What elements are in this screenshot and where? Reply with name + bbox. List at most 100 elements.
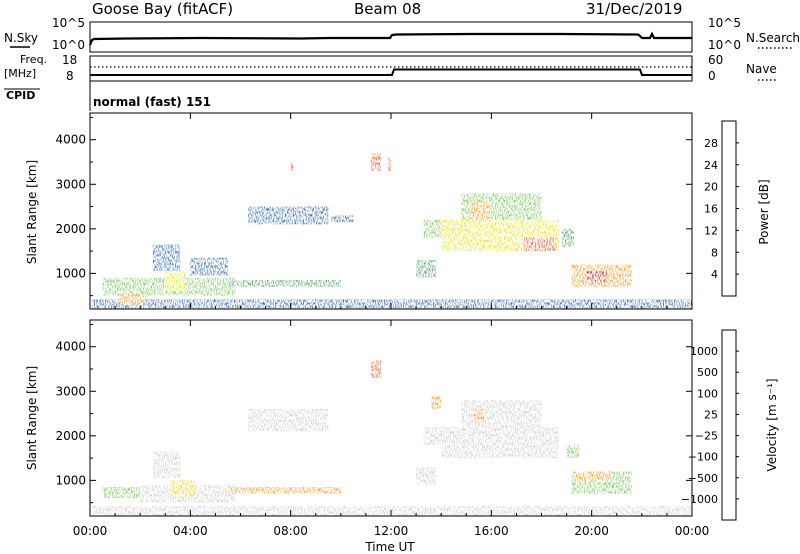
power-data-region [330,215,354,223]
nsky-label: N.Sky [4,31,38,45]
site-title: Goose Bay (fitACF) [92,0,234,18]
velocity-data-region [248,409,329,432]
x-tick-label: 04:00 [173,524,208,538]
velocity-data-region [370,360,381,378]
power-colorbar-tick-label: 28 [704,137,718,150]
velocity-colorbar-label: Velocity [m s⁻¹] [765,378,779,471]
velocity-data-region [102,487,141,499]
velocity-colorbar: 1000 500 100 25 −25 −100 −500 −1000 [681,329,739,521]
velocity-x-axis: 00:00 04:00 08:00 12:00 16:00 20:00 00:00 [73,320,710,538]
velocity-y-axis: 1000 2000 3000 4000 [55,323,692,504]
x-axis-title: Time UT [364,540,415,554]
nave-label: Nave [746,62,777,76]
velocity-y-tick-label: 2000 [55,429,86,443]
power-x-axis [89,113,693,309]
velocity-data-region [228,487,341,494]
velocity-colorbar-tick-label: 25 [704,408,718,421]
nsky-trace [88,31,692,46]
velocity-data-region [92,506,692,516]
velocity-colorbar-tick-label: −100 [688,451,718,464]
power-data-region [586,271,607,283]
power-data-region [523,237,557,252]
x-tick-label: 12:00 [374,524,409,538]
velocity-data-region [574,471,612,481]
velocity-data-region [441,426,560,459]
power-colorbar-tick-label: 20 [704,181,718,194]
freq-panel: Freq. [MHz] 18 8 60 0 Nave [4,53,778,83]
power-data-region [228,280,341,287]
velocity-colorbar-frame [721,329,737,521]
power-data-region [248,206,329,225]
velocity-data-region [152,451,181,479]
freq-trace [90,68,692,76]
velocity-y-tick-label: 1000 [55,473,86,487]
velocity-y-tick-label: 4000 [55,340,86,354]
cpid-panel: CPID normal (fast) 151 [4,81,211,111]
nsky-panel: N.Sky 10^5 10^0 10^5 10^0 N.Search [4,16,800,53]
velocity-y-tick-label: 3000 [55,384,86,398]
power-data-region [120,293,146,305]
power-data-region [165,271,186,292]
power-panel: 1000 2000 3000 4000 Slant Range [km] 4 8 12 16… [25,112,771,310]
velocity-data-region [566,444,580,459]
power-data [92,153,692,309]
x-tick-label: 16:00 [474,524,509,538]
power-data-region [190,257,228,276]
power-data-region [388,157,391,171]
velocity-colorbar-tick-label: 1000 [690,345,718,358]
power-ylabel: Slant Range [km] [25,160,39,264]
nsearch-tick-bottom: 10^0 [708,38,741,52]
power-y-axis: 1000 2000 3000 4000 [55,116,692,297]
power-data-region [92,299,692,309]
velocity-colorbar-tick-label: −25 [695,430,718,443]
power-data-region [290,162,294,171]
velocity-colorbar-tick-label: 500 [697,366,718,379]
power-y-tick-label: 1000 [55,266,86,280]
power-y-tick-label: 3000 [55,177,86,191]
power-colorbar: 4 8 12 16 20 24 28 [704,120,739,297]
velocity-data [92,360,692,516]
velocity-colorbar-tick-label: 100 [697,387,718,400]
nsearch-label: N.Search [746,31,800,45]
power-y-tick-label: 4000 [55,133,86,147]
freq-unit: [MHz] [4,67,36,80]
power-data-region [561,228,575,247]
velocity-data-region [431,395,442,410]
power-colorbar-tick-label: 4 [711,268,718,281]
velocity-data-region [170,480,196,499]
velocity-data-region [461,400,542,427]
velocity-colorbar-tick-label: −500 [688,472,718,485]
power-colorbar-tick-label: 24 [704,159,718,172]
cpid-label: CPID [6,89,35,102]
nave-tick-bottom: 0 [708,69,716,83]
power-data-region [152,244,181,272]
x-tick-label: 20:00 [574,524,609,538]
nsky-tick-bottom: 10^0 [52,38,85,52]
power-y-tick-label: 2000 [55,222,86,236]
cpid-value: normal (fast) 151 [93,95,211,109]
velocity-data-region [416,467,437,485]
power-colorbar-tick-label: 12 [704,224,718,237]
velocity-data-region [473,409,484,423]
power-data-region [471,202,489,220]
nsearch-tick-top: 10^5 [708,16,741,30]
freq-tick-top: 18 [62,53,77,67]
freq-label: Freq. [20,53,47,66]
power-colorbar-label: Power [dB] [757,179,771,244]
freq-tick-bottom: 8 [66,69,74,83]
power-colorbar-tick-label: 16 [704,203,718,216]
power-colorbar-frame [721,120,737,297]
nave-tick-top: 60 [708,53,723,67]
beam-title: Beam 08 [354,0,422,18]
x-tick-label: 00:00 [675,524,710,538]
date-title: 31/Dec/2019 [586,0,683,18]
nsky-tick-top: 10^5 [52,16,85,30]
velocity-colorbar-tick-label: −1000 [681,493,718,506]
velocity-panel: 1000 2000 3000 4000 00:00 04:00 08:00 12:00 16:… [25,319,779,538]
x-tick-label: 08:00 [273,524,308,538]
power-data-region [370,153,381,171]
velocity-ylabel: Slant Range [km] [25,366,39,470]
power-data-region [416,260,437,278]
power-colorbar-tick-label: 8 [711,246,718,259]
